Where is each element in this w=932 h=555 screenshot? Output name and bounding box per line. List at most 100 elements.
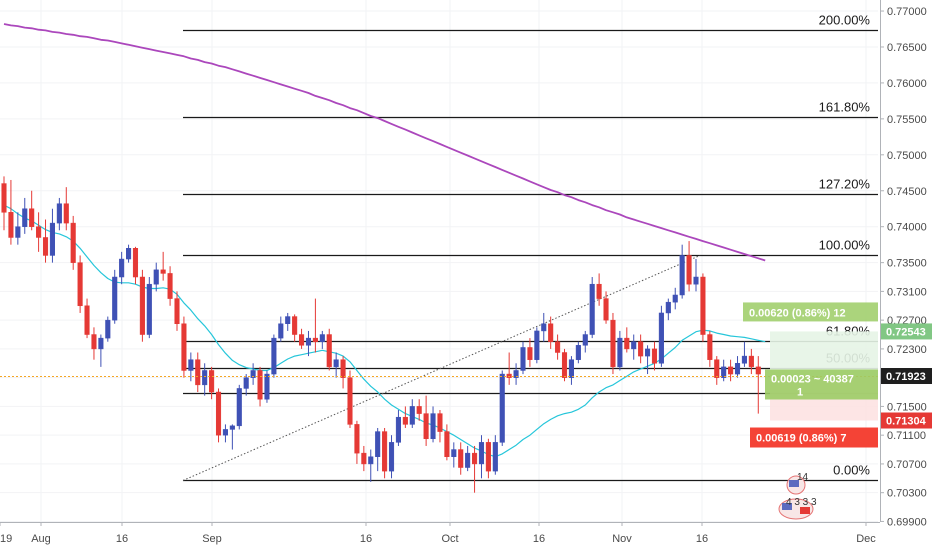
time-tick-label-1: 16 [116,533,128,545]
candle-body-88 [610,319,616,368]
time-tick-label-9: 2019 [0,533,12,545]
candle-body-45 [312,337,318,342]
candle-body-92 [638,341,644,357]
price-tick-label-12: 0.71500 [887,401,927,413]
candle-body-76 [527,347,533,360]
candle-body-32 [222,429,228,436]
candle-body-68 [472,452,478,465]
candle-body-65 [451,449,457,457]
fib-level-label-2: 127.20% [819,177,871,192]
candle-body-87 [603,298,609,321]
price-tag-2 [881,412,932,429]
candle-body-39 [271,337,277,375]
candle-body-90 [624,337,630,350]
candle-body-44 [305,337,312,346]
measure-upper-label: 0.00620 (0.86%) 12 [749,307,846,319]
measure-middle-box [765,369,878,400]
price-tick-label-3: 0.75500 [887,114,927,126]
time-tick-label-5: 16 [533,533,545,545]
candle-body-4 [29,208,35,227]
measure-lower-box [750,427,878,448]
time-tick-label-7: 16 [696,533,708,545]
candle-body-86 [596,283,602,299]
price-tag-label-2: 0.71304 [886,416,927,428]
candle-body-109 [755,366,761,375]
time-tick-label-2: Sep [202,533,222,545]
candle-body-1 [8,212,14,238]
candle-body-71 [492,442,498,472]
grid [0,0,878,522]
candle-body-30 [209,370,215,393]
candle-body-77 [534,330,540,360]
price-tag-0 [881,323,932,340]
price-tick-label-16: 0.69900 [887,516,927,528]
event-flag-2-icon [782,503,792,510]
event-flag-1-icon [789,480,799,487]
candle-body-94 [651,348,658,364]
candle-body-80 [555,341,561,353]
candle-body-13 [91,334,97,350]
price-tick-label-13: 0.71100 [887,430,926,442]
candle-body-59 [409,406,415,425]
event-badges[interactable]: 14 4 3 3 3 [778,472,817,520]
time-tick-label-0: Aug [31,533,51,545]
measure-upper-box [743,302,878,322]
price-tick-label-10: 0.72300 [887,344,927,356]
fib-level-label-6: 0.00% [833,463,870,478]
candle-body-85 [589,283,595,335]
price-axis[interactable]: 0.77000 0.76500 0.76000 0.75500 0.75000 0.745… [880,0,932,550]
candle-body-8 [56,203,62,224]
price-tick-label-5: 0.74500 [887,186,927,198]
candle-body-107 [741,355,747,364]
candle-body-78 [541,323,547,332]
candle-body-83 [575,345,581,360]
price-tag-1 [881,368,932,385]
candle-body-6 [42,237,49,256]
candle-body-19 [132,248,139,278]
candle-body-52 [361,452,367,465]
price-tick-label-1: 0.76500 [887,42,927,54]
candle-body-14 [98,337,104,350]
time-tick-label-4: Oct [441,533,458,545]
candles [1,176,761,493]
candle-body-98 [679,255,685,296]
time-axis[interactable]: Aug 16 Sep 16 Oct 16 Nov 16 Dec 2019 [0,522,880,545]
candle-body-48 [333,359,339,368]
candle-body-79 [548,323,554,342]
candle-body-66 [458,449,464,468]
candle-body-61 [423,413,429,440]
candle-body-69 [478,442,485,465]
price-tick-label-0: 0.77000 [887,6,927,18]
candle-body-54 [375,431,381,457]
candle-body-21 [146,283,152,335]
candle-body-28 [195,359,201,386]
candle-body-60 [416,406,422,414]
candle-body-37 [257,370,263,400]
candle-body-25 [174,298,180,324]
candle-body-15 [105,319,111,339]
price-tick-label-6: 0.74000 [887,222,927,234]
trend-line[interactable] [182,254,701,481]
candle-body-43 [299,334,305,346]
candle-body-108 [748,355,754,368]
dotted-trend-line[interactable] [182,254,701,481]
candle-body-74 [513,370,519,378]
candle-body-41 [285,316,291,324]
candle-body-63 [437,413,443,432]
candle-body-47 [326,334,332,368]
candle-body-95 [658,312,664,364]
candle-body-100 [693,276,699,285]
candle-body-7 [49,222,55,256]
candle-body-35 [243,377,249,389]
candle-body-11 [77,262,83,307]
candle-body-18 [126,248,132,260]
candle-body-9 [63,203,69,224]
candle-body-24 [167,273,173,299]
candle-body-10 [70,222,76,263]
candle-body-55 [382,431,388,472]
candle-body-5 [36,226,42,238]
measure-lower-label: 0.00619 (0.86%) 7 [756,433,847,445]
